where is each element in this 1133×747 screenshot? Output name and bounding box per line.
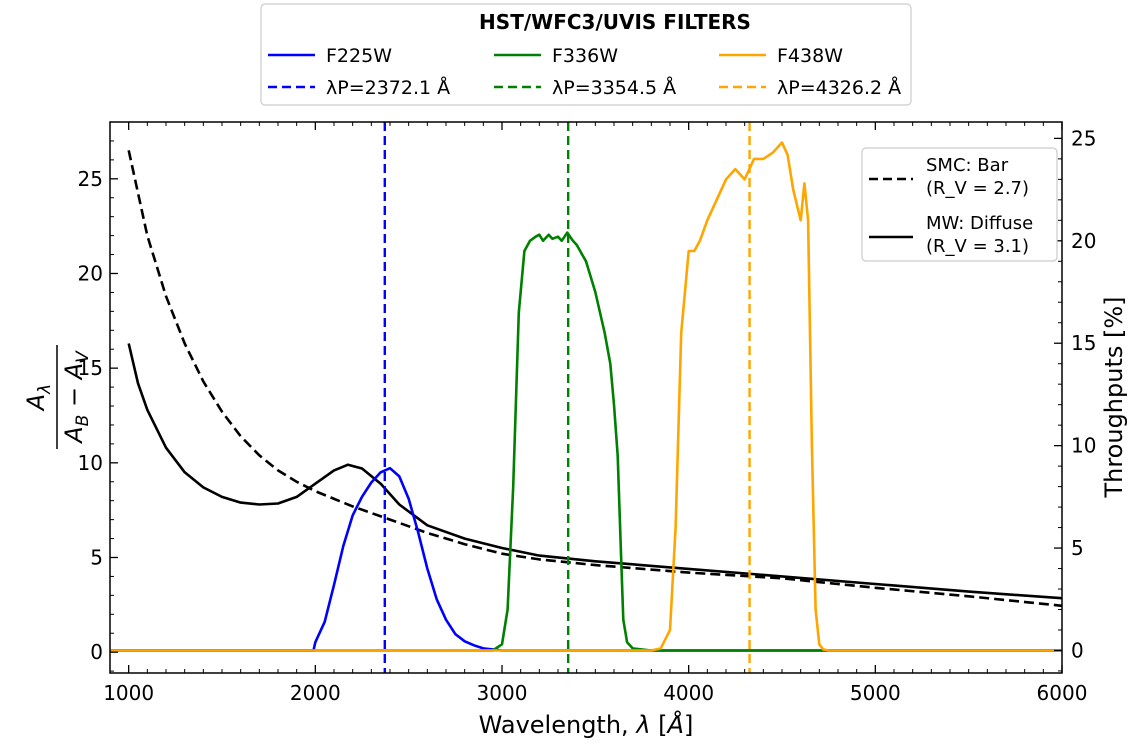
y-left-tick-label: 10 bbox=[78, 451, 103, 475]
y-left-tick-label: 0 bbox=[90, 640, 103, 664]
legend-label-f438w: F438W bbox=[777, 45, 843, 67]
y-axis-right-label: Throughputs [%] bbox=[1100, 296, 1128, 498]
filter-legend: HST/WFC3/UVIS FILTERS F225W λP=2372.1 Å F3… bbox=[260, 3, 912, 106]
y-left-tick-label: 15 bbox=[78, 356, 103, 380]
legend-pivot-label-f438w: λP=4326.2 Å bbox=[777, 76, 901, 99]
plot-frame bbox=[109, 121, 1063, 674]
y-left-tick-label: 5 bbox=[90, 545, 103, 569]
svg-text:Aλ: Aλ bbox=[22, 384, 55, 412]
legend-label-f225w: F225W bbox=[326, 45, 392, 67]
y-right-tick-label: 15 bbox=[1071, 331, 1096, 355]
series-f336w bbox=[110, 231, 1062, 652]
y-axis-left: 0 5 10 15 20 25 bbox=[78, 121, 118, 672]
x-tick-label: 4000 bbox=[663, 681, 714, 705]
filter-legend-box bbox=[260, 3, 912, 106]
legend-param-extinction-2: (R_V = 3.1) bbox=[926, 236, 1029, 257]
x-axis: 1000 2000 3000 4000 5000 6000 bbox=[103, 122, 1087, 705]
x-tick-label: 2000 bbox=[290, 681, 341, 705]
y-right-tick-label: 10 bbox=[1071, 434, 1096, 458]
y-left-tick-label: 20 bbox=[78, 261, 103, 285]
svg-text:AB − AV: AB − AV bbox=[60, 350, 93, 445]
legend-param-extinction-1: (R_V = 2.7) bbox=[926, 178, 1029, 199]
x-tick-label: 5000 bbox=[850, 681, 901, 705]
x-tick-label: 6000 bbox=[1037, 681, 1088, 705]
y-left-tick-label: 25 bbox=[78, 167, 103, 191]
series-f438w bbox=[110, 141, 1062, 652]
y-right-tick-label: 25 bbox=[1071, 126, 1096, 150]
y-axis-right: 0 5 10 15 20 25 bbox=[1054, 126, 1096, 672]
legend-pivot-label-f336w: λP=3354.5 Å bbox=[552, 76, 676, 99]
series-extinction-2 bbox=[127, 343, 1062, 600]
series-f225w bbox=[110, 466, 1062, 652]
x-tick-label: 1000 bbox=[103, 681, 154, 705]
extinction-legend: SMC: Bar(R_V = 2.7) MW: Diffuse(R_V = 3.1… bbox=[861, 147, 1058, 262]
legend-pivot-label-f225w: λP=2372.1 Å bbox=[326, 76, 450, 99]
y-right-tick-label: 20 bbox=[1071, 229, 1096, 253]
y-right-tick-label: 0 bbox=[1071, 638, 1084, 662]
y-right-tick-label: 5 bbox=[1071, 536, 1084, 560]
legend-label-f336w: F336W bbox=[552, 45, 618, 67]
x-tick-label: 3000 bbox=[477, 681, 528, 705]
y-axis-left-label: Aλ AB − AV bbox=[22, 345, 93, 449]
legend-label-extinction-2: MW: Diffuse bbox=[926, 213, 1033, 234]
series-extinction-1 bbox=[127, 150, 1062, 608]
extinction-legend-box bbox=[861, 147, 1058, 262]
legend-title: HST/WFC3/UVIS FILTERS bbox=[479, 10, 751, 34]
legend-label-extinction-1: SMC: Bar bbox=[926, 155, 1009, 176]
x-axis-label: Wavelength, λ [Å] bbox=[479, 710, 694, 739]
plot-area bbox=[110, 122, 1062, 673]
